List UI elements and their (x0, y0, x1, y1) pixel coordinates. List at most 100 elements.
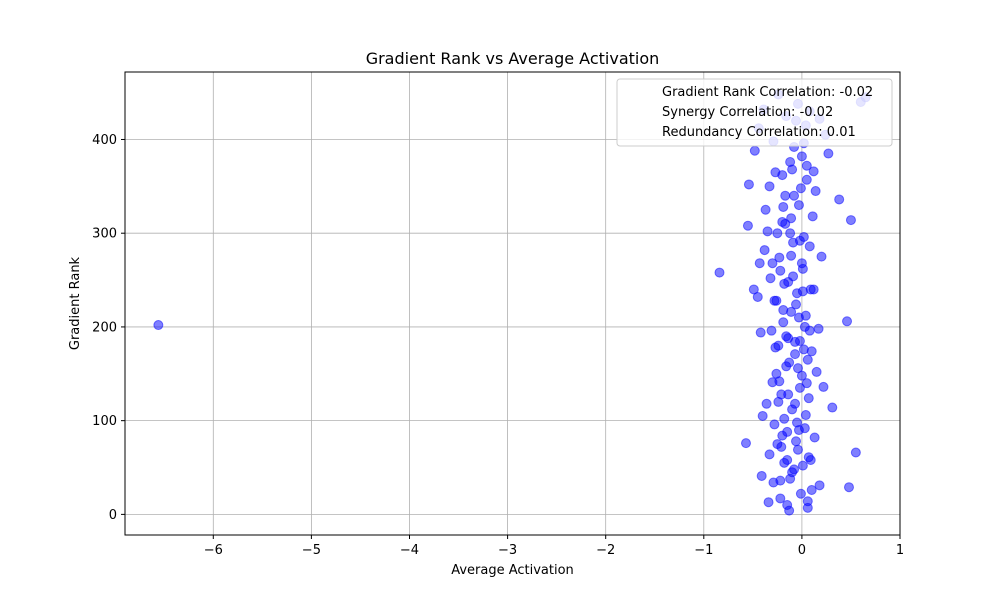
scatter-point (786, 250, 797, 261)
scatter-point (742, 220, 753, 231)
scatter-point (797, 460, 808, 471)
scatter-point (791, 299, 802, 310)
legend-entry-gradient-rank-correlation: Gradient Rank Correlation: -0.02 (662, 85, 873, 100)
scatter-point (767, 258, 778, 269)
scatter-point (786, 213, 797, 224)
scatter-point (791, 436, 802, 447)
scatter-point (823, 148, 834, 159)
scatter-point (153, 320, 164, 331)
scatter-point (777, 430, 788, 441)
scatter-point (793, 200, 804, 211)
scatter-point (772, 228, 783, 239)
scatter-point (761, 398, 772, 409)
legend: Gradient Rank Correlation: -0.02 Synergy… (616, 78, 893, 147)
scatter-point (795, 488, 806, 499)
scatter-point (808, 166, 819, 177)
x-tick-label: −1 (694, 543, 713, 558)
scatter-point (792, 363, 803, 374)
x-tick-label: 1 (896, 543, 904, 558)
scatter-point (774, 376, 785, 387)
scatter-point (806, 485, 817, 496)
scatter-point (807, 211, 818, 222)
y-tick-label: 0 (109, 508, 117, 523)
y-axis-label: Gradient Rank (68, 256, 83, 350)
scatter-point (843, 482, 854, 493)
scatter-point (789, 190, 800, 201)
scatter-point (769, 295, 780, 306)
scatter-point (775, 475, 786, 486)
x-tick-label: −2 (596, 543, 615, 558)
scatter-point (762, 226, 773, 237)
scatter-point (785, 228, 796, 239)
scatter-point (765, 273, 776, 284)
scatter-point (775, 265, 786, 276)
plot-frame (124, 71, 901, 536)
scatter-point (774, 252, 785, 263)
scatter-point (802, 496, 813, 507)
scatter-point (777, 170, 788, 181)
scatter-point (764, 181, 775, 192)
scatter-point (796, 151, 807, 162)
scatter-point (788, 271, 799, 282)
scatter-point (749, 145, 760, 156)
scatter-point (804, 241, 815, 252)
legend-entry-synergy-correlation: Synergy Correlation: -0.02 (662, 105, 833, 120)
scatter-point (813, 323, 824, 334)
scatter-point (800, 410, 811, 421)
scatter-point (754, 258, 765, 269)
data-points (153, 89, 871, 516)
scatter-point (782, 455, 793, 466)
scatter-point (784, 357, 795, 368)
scatter-point (793, 425, 804, 436)
scatter-point (766, 325, 777, 336)
scatter-point (794, 382, 805, 393)
scatter-point (801, 160, 812, 171)
scatter-point (776, 441, 787, 452)
scatter-point (780, 190, 791, 201)
scatter-point (790, 349, 801, 360)
scatter-point (797, 286, 808, 297)
y-tick-label: 300 (92, 227, 117, 242)
scatter-point (779, 278, 790, 289)
y-tick-label: 100 (92, 414, 117, 429)
scatter-point (850, 447, 861, 458)
scatter-point (783, 389, 794, 400)
scatter-point (790, 398, 801, 409)
scatter-point (827, 402, 838, 413)
scatter-point (809, 432, 820, 443)
scatter-point (781, 331, 792, 342)
scatter-point (842, 316, 853, 327)
scatter-point (714, 267, 725, 278)
scatter-point (752, 291, 763, 302)
scatter-point (801, 174, 812, 185)
scatter-point (816, 251, 827, 262)
y-tick-label: 400 (92, 133, 117, 148)
scatter-point (763, 497, 774, 508)
scatter-point (770, 342, 781, 353)
x-tick-label: −4 (400, 543, 419, 558)
scatter-point (769, 419, 780, 430)
x-axis-label: Average Activation (451, 563, 574, 578)
scatter-point (775, 493, 786, 504)
scatter-point (787, 164, 798, 175)
scatter-point (798, 344, 809, 355)
chart-title: Gradient Rank vs Average Activation (366, 49, 660, 68)
scatter-point (803, 452, 814, 463)
legend-box (616, 78, 893, 147)
legend-entry-redundancy-correlation: Redundancy Correlation: 0.01 (662, 125, 856, 140)
scatter-point (782, 500, 793, 511)
y-tick-label: 200 (92, 320, 117, 335)
scatter-point (779, 413, 790, 424)
scatter-point (814, 480, 825, 491)
scatter-point (764, 449, 775, 460)
x-tick-label: −6 (204, 543, 223, 558)
scatter-point (804, 325, 815, 336)
scatter-point (790, 336, 801, 347)
scatter-point (795, 183, 806, 194)
scatter-point (811, 366, 822, 377)
scatter-point (760, 204, 771, 215)
scatter-point (785, 473, 796, 484)
scatter-point (755, 327, 766, 338)
scatter-point (756, 470, 767, 481)
scatter-point (803, 393, 814, 404)
